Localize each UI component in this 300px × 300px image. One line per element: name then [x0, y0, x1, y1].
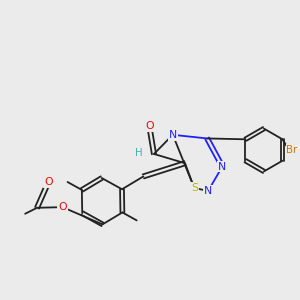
Text: O: O: [145, 121, 154, 131]
Text: H: H: [135, 148, 142, 158]
Text: N: N: [169, 130, 177, 140]
Text: N: N: [204, 186, 212, 196]
Text: Br: Br: [286, 145, 298, 155]
Text: O: O: [58, 202, 67, 212]
Text: S: S: [191, 183, 198, 193]
Text: O: O: [44, 177, 52, 188]
Text: N: N: [218, 161, 226, 172]
